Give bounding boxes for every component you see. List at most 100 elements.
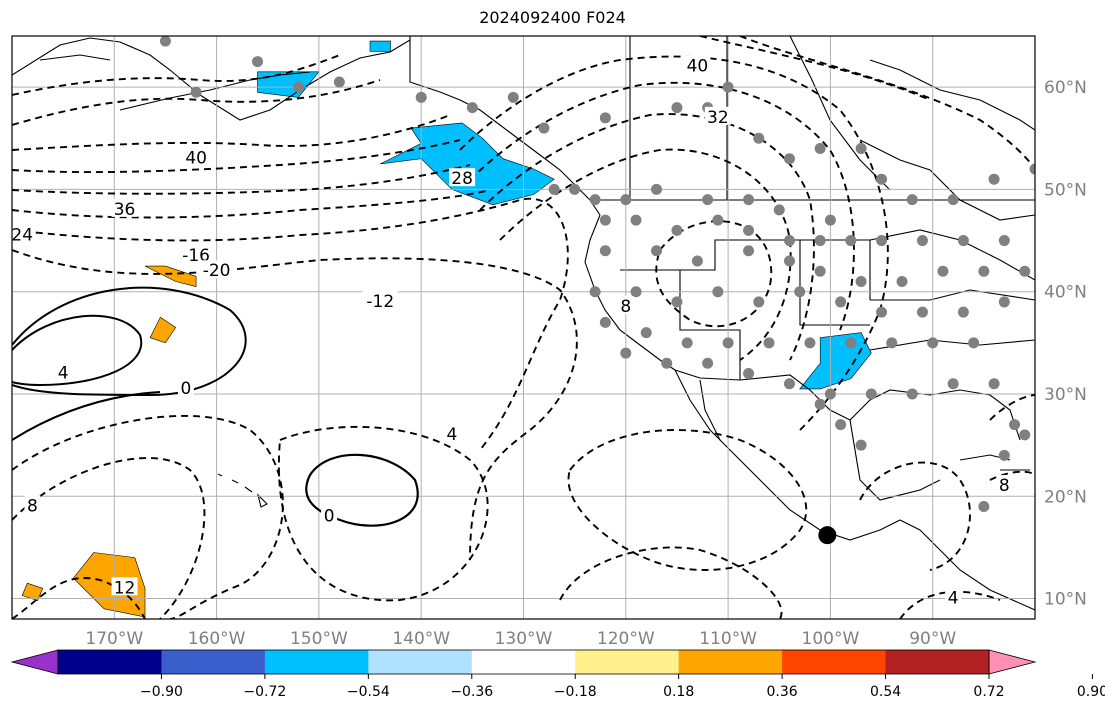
colorbar-tick-label: 0.90 — [1077, 684, 1105, 700]
contour-label: 4 — [58, 364, 69, 384]
station-dot — [681, 337, 693, 349]
contour-label-bg — [945, 587, 962, 606]
station-dot — [599, 214, 611, 226]
station-dot — [968, 337, 980, 349]
colorbar-extend-high — [988, 649, 1037, 675]
station-dot — [702, 194, 714, 206]
station-dot — [538, 122, 550, 134]
station-dot — [702, 357, 714, 369]
big-station-marker — [818, 526, 837, 545]
latitude-label: 20°N — [1044, 487, 1087, 507]
station-dot — [998, 296, 1010, 308]
station-dot — [743, 224, 755, 236]
contour-lines — [12, 36, 1035, 619]
contour-label-bg — [24, 495, 41, 514]
station-dot — [947, 378, 959, 390]
station-dot — [569, 183, 581, 195]
longitude-label: 100°W — [802, 629, 860, 649]
contour-label-bg — [111, 577, 138, 596]
colorbar-tick-label: 0.72 — [973, 684, 1004, 700]
colorbar-tick-label: −0.36 — [450, 684, 493, 700]
station-dot — [671, 224, 683, 236]
station-dot — [783, 153, 795, 165]
shaded-area-bering-north — [369, 40, 391, 52]
contour-label-bg — [443, 423, 460, 442]
contour-label-bg — [55, 362, 72, 381]
contour-label: 36 — [114, 200, 136, 220]
contour-label: 40 — [185, 149, 207, 169]
contour-label: 12 — [114, 578, 136, 598]
contour-label-bg — [617, 296, 634, 315]
contour-label-bg — [12, 224, 36, 243]
shaded-area-gulf-of-alaska — [380, 122, 555, 206]
station-dot — [671, 102, 683, 114]
station-dot — [916, 306, 928, 318]
station-dot — [1029, 163, 1035, 175]
colorbar-segment — [782, 650, 887, 674]
colorbar-tick-label: −0.72 — [243, 684, 286, 700]
latitude-label: 50°N — [1044, 180, 1087, 200]
colorbar-tick-label: −0.90 — [140, 684, 183, 700]
station-dot — [661, 357, 673, 369]
latitude-label: 40°N — [1044, 283, 1087, 303]
station-dot — [876, 306, 888, 318]
station-dot — [876, 173, 888, 185]
station-dot — [814, 398, 826, 410]
colorbar: −0.90 −0.72 −0.54 −0.36 −0.18 0.18 0.36 0.54 0.7… — [10, 649, 1105, 700]
station-dot — [855, 439, 867, 451]
station-dot — [599, 316, 611, 328]
contour-label: 4 — [948, 589, 959, 609]
station-dot — [927, 337, 939, 349]
station-dot — [773, 204, 785, 216]
longitude-label: 160°W — [188, 629, 246, 649]
colorbar-extend-low — [10, 649, 59, 675]
contour-label-bg — [321, 505, 338, 524]
colorbar-segment — [264, 650, 369, 674]
colorbar-segment — [368, 650, 473, 674]
longitude-label: 120°W — [597, 629, 655, 649]
station-dot — [855, 275, 867, 287]
station-dot — [998, 449, 1010, 461]
contour-label-bg — [684, 55, 711, 74]
station-dot — [906, 194, 918, 206]
station-dot — [415, 91, 427, 103]
station-dot — [190, 86, 202, 98]
station-dot — [712, 286, 724, 298]
map-title: 2024092400 F024 — [479, 8, 626, 27]
station-dot — [159, 36, 171, 47]
station-dot — [292, 81, 304, 93]
colorbar-segment — [161, 650, 266, 674]
shaded-area-pacific-orange-north — [144, 265, 197, 287]
colorbar-tick-label: 0.54 — [870, 684, 901, 700]
shaded-area-pacific-orange-small — [21, 582, 44, 601]
station-dot — [835, 296, 847, 308]
station-dot — [722, 81, 734, 93]
colorbar-tick-label: −0.54 — [347, 684, 390, 700]
shaded-area-pacific-orange-south — [72, 552, 146, 618]
contour-label-bg — [449, 168, 476, 187]
station-dot — [814, 265, 826, 277]
station-dot — [333, 76, 345, 88]
station-dot — [599, 245, 611, 257]
station-dot — [650, 183, 662, 195]
station-dot — [794, 286, 806, 298]
station-dot — [886, 337, 898, 349]
latitude-label: 30°N — [1044, 385, 1087, 405]
station-dot — [978, 265, 990, 277]
contour-label: 8 — [620, 297, 631, 317]
station-dot — [824, 214, 836, 226]
station-dot — [916, 235, 928, 247]
station-dot — [988, 173, 1000, 185]
graticule — [12, 36, 1035, 619]
longitude-label: 90°W — [909, 629, 956, 649]
station-dot — [957, 235, 969, 247]
station-dot — [804, 337, 816, 349]
colorbar-segment — [678, 650, 783, 674]
station-dot — [845, 337, 857, 349]
contour-label-bg — [183, 147, 210, 166]
station-dot — [763, 337, 775, 349]
station-dot — [937, 265, 949, 277]
colorbar-tick-label: 0.18 — [663, 684, 694, 700]
longitude-label: 150°W — [290, 629, 348, 649]
colorbar-frame — [57, 649, 990, 675]
